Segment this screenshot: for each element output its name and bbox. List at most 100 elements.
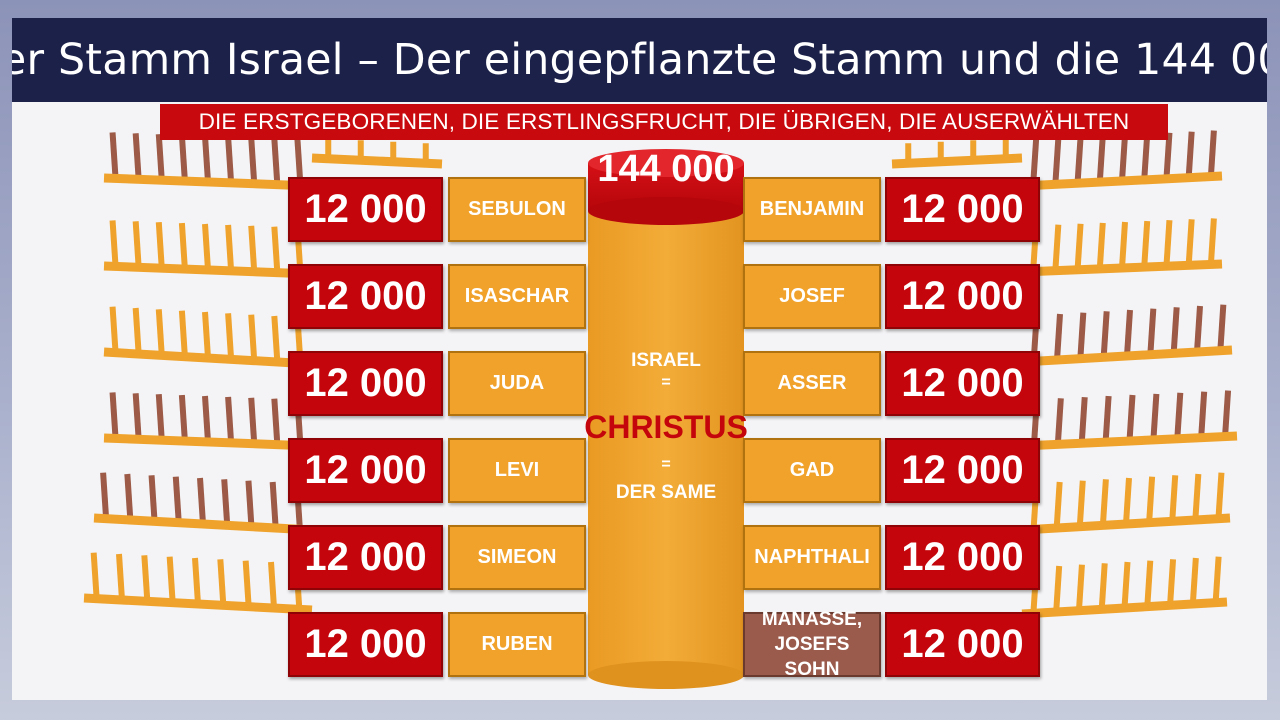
fence-post: [1198, 391, 1208, 438]
fence-post: [1212, 556, 1222, 603]
fence-post: [1169, 475, 1179, 522]
right-tribe-manasse: MANASSE, JOSEFS SOHN: [743, 609, 881, 680]
fence-rail: [103, 261, 313, 279]
fence-post: [1074, 137, 1084, 184]
fence-post: [100, 472, 110, 519]
fence-post: [166, 556, 176, 603]
fence-post: [192, 557, 201, 605]
fence-post: [1217, 304, 1227, 351]
fence-row: [891, 138, 1023, 169]
fence-post: [1192, 473, 1202, 521]
fence-rail: [1021, 597, 1228, 619]
fence-rail: [891, 153, 1023, 169]
fence-post: [132, 221, 142, 268]
fence-post: [1077, 312, 1087, 359]
fence-post: [1189, 557, 1199, 605]
right-tribe-naphthali: NAPHTHALI: [743, 525, 881, 590]
fence-rail: [93, 513, 313, 535]
left-count-5: 12 000: [288, 525, 443, 590]
fence-post: [155, 134, 165, 181]
right-tribe-asser: ASSER: [743, 351, 881, 416]
slide: Der Stamm Israel – Der eingepflanzte Sta…: [12, 18, 1267, 700]
right-count-5: 12 000: [885, 525, 1040, 590]
fence-rail: [103, 173, 313, 191]
fence-post: [1053, 481, 1063, 529]
fence-post: [1163, 132, 1173, 179]
fence-post: [155, 309, 165, 356]
fence-post: [271, 138, 281, 185]
fence-post: [1207, 130, 1217, 177]
pillar-equals-1: =: [661, 374, 671, 391]
fence-rail: [103, 347, 313, 369]
fence-post: [155, 222, 165, 269]
fence-post: [1141, 133, 1151, 181]
left-tribe-sebulon: SEBULON: [448, 177, 586, 242]
fence-post: [109, 132, 119, 179]
fence-post: [225, 313, 235, 360]
fence-post: [1100, 311, 1110, 358]
fence-rail: [311, 153, 443, 169]
fence-rail: [83, 593, 313, 615]
fence-post: [1098, 563, 1108, 610]
fence-post: [248, 397, 258, 444]
fence-post: [116, 553, 125, 601]
fence-post: [1054, 313, 1063, 361]
fence-post: [178, 394, 188, 442]
left-tribe-simeon: SIMEON: [448, 525, 586, 590]
fence-post: [268, 561, 277, 609]
fence-post: [202, 311, 211, 359]
fence-post: [178, 134, 188, 182]
fence-post: [1074, 223, 1084, 270]
fence-post: [202, 223, 211, 271]
fence-post: [271, 226, 281, 273]
fence-rail: [1021, 345, 1233, 367]
right-count-6: 12 000: [885, 612, 1040, 677]
fence-post: [1215, 472, 1225, 519]
fence-post: [1194, 305, 1203, 353]
fence-post: [225, 224, 235, 272]
fence-rail: [1021, 259, 1223, 277]
left-count-3: 12 000: [288, 351, 443, 416]
pillar-christus: CHRISTUS: [584, 409, 748, 445]
fence-post: [172, 476, 182, 523]
fence-post: [248, 314, 258, 361]
fence-post: [1076, 480, 1086, 527]
right-count-2: 12 000: [885, 264, 1040, 329]
fence-post: [1075, 564, 1085, 611]
fence-row: [1021, 218, 1223, 277]
fence-post: [202, 395, 211, 443]
fence-post: [1167, 559, 1177, 606]
fence-post: [1054, 398, 1064, 445]
right-tribe-josef: JOSEF: [743, 264, 881, 329]
fence-rail: [1021, 171, 1223, 191]
fence-post: [202, 135, 211, 183]
fence-post: [248, 137, 258, 184]
fence-post: [271, 398, 281, 445]
left-tribe-juda: JUDA: [448, 351, 586, 416]
left-count-2: 12 000: [288, 264, 443, 329]
left-tribe-isaschar: ISASCHAR: [448, 264, 586, 329]
fence-post: [197, 477, 206, 525]
fence-post: [1144, 560, 1154, 607]
left-count-6: 12 000: [288, 612, 443, 677]
fence-post: [1052, 138, 1062, 185]
fence-post: [217, 559, 227, 606]
fence-post: [245, 480, 255, 527]
right-count-1: 12 000: [885, 177, 1040, 242]
fence-post: [1146, 476, 1156, 523]
fence-post: [155, 394, 165, 441]
pillar-israel: ISRAEL: [631, 350, 701, 371]
fence-post: [1119, 221, 1128, 269]
fence-post: [221, 479, 231, 526]
right-count-3: 12 000: [885, 351, 1040, 416]
fence-post: [1052, 224, 1062, 271]
fence-row: [93, 472, 313, 535]
fence-post: [1096, 222, 1106, 270]
fence-post: [1185, 219, 1195, 266]
fence-row: [311, 138, 443, 169]
fence-post: [1078, 397, 1088, 444]
right-tribe-gad: GAD: [743, 438, 881, 503]
fence-post: [269, 481, 279, 529]
fence-row: [1021, 304, 1233, 367]
right-tribe-benjamin: BENJAMIN: [743, 177, 881, 242]
